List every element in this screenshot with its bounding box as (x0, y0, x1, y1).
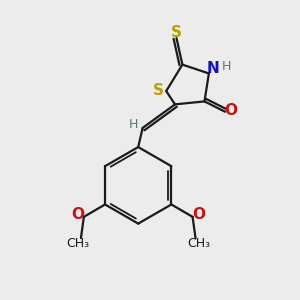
Text: H: H (128, 118, 138, 131)
Text: O: O (71, 207, 84, 222)
Text: O: O (193, 207, 206, 222)
Text: O: O (224, 103, 238, 118)
Text: CH₃: CH₃ (187, 237, 210, 250)
Text: CH₃: CH₃ (66, 237, 89, 250)
Text: H: H (222, 60, 231, 73)
Text: S: S (171, 25, 182, 40)
Text: N: N (207, 61, 220, 76)
Text: S: S (153, 83, 164, 98)
